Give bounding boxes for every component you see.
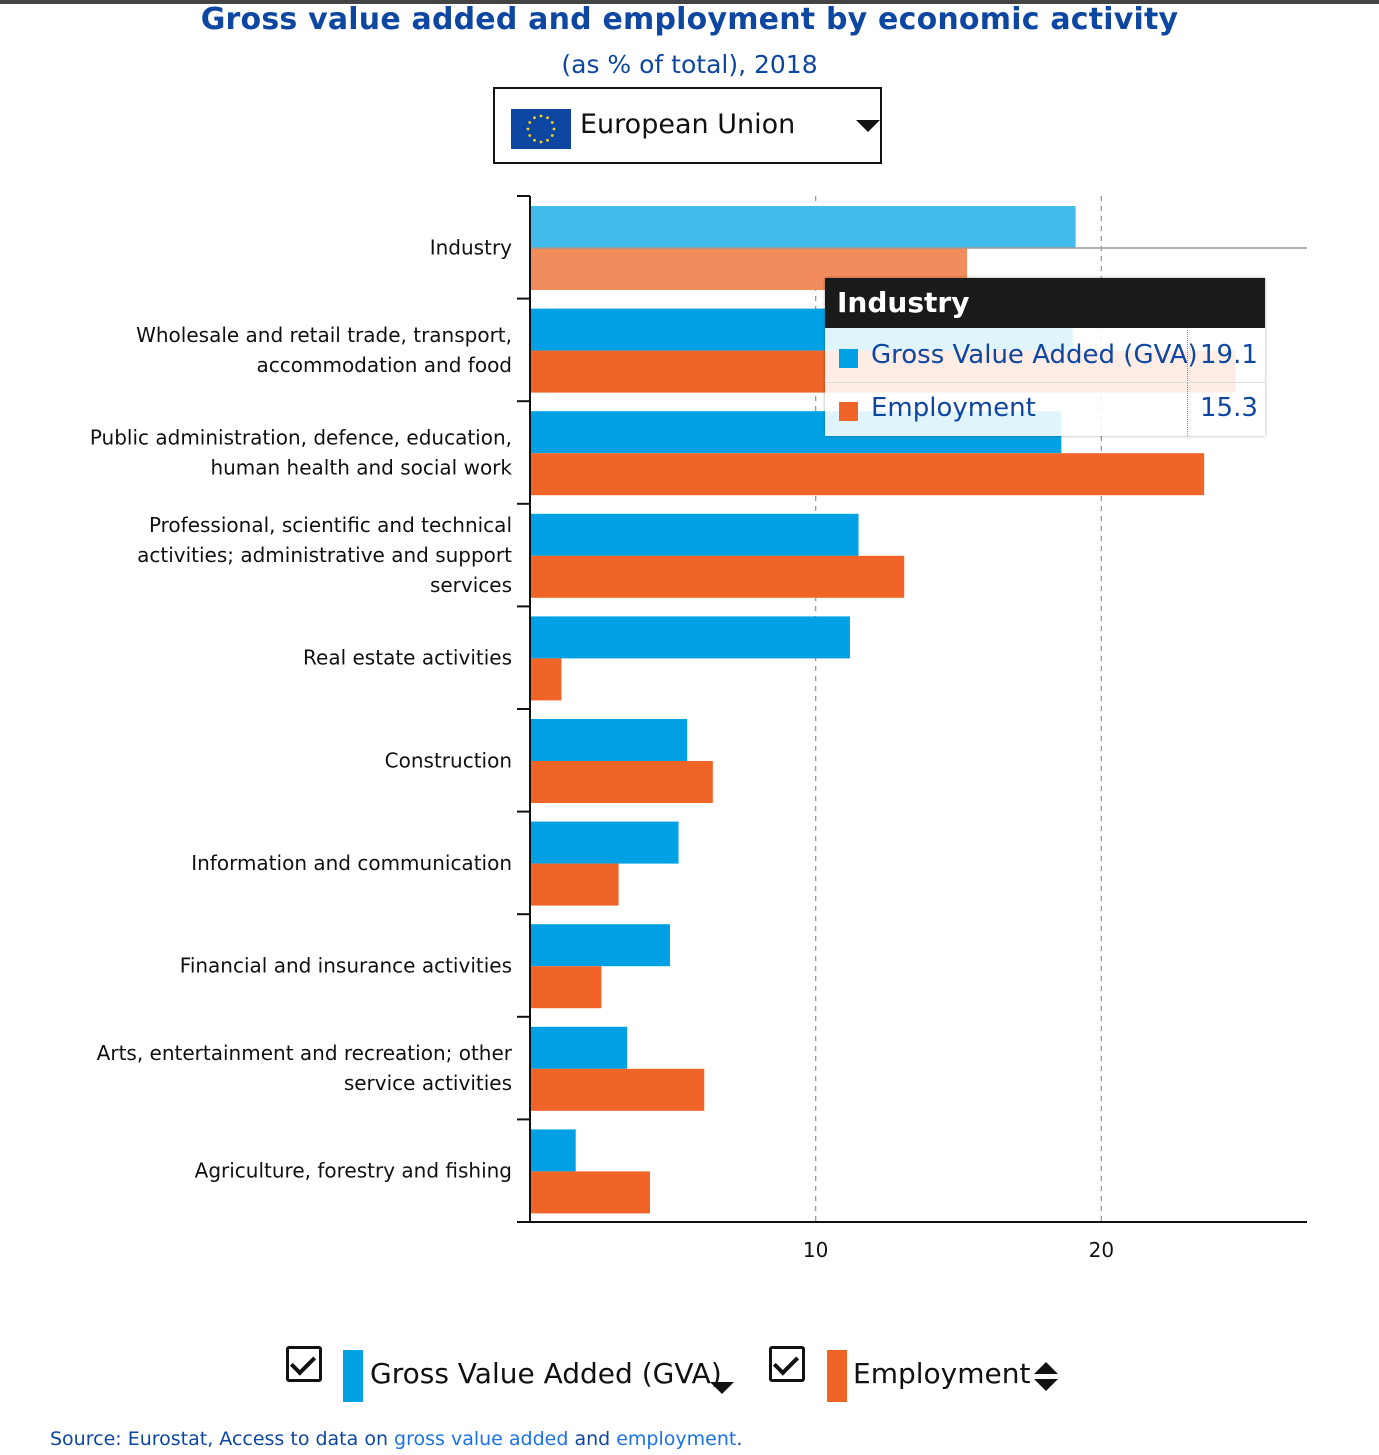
- bar-employment[interactable]: [530, 761, 713, 803]
- flag-star: [552, 127, 556, 131]
- flag-star: [528, 121, 532, 124]
- bar-gva[interactable]: [530, 924, 670, 967]
- bar-employment[interactable]: [530, 966, 602, 1009]
- category-label: Construction: [385, 748, 512, 772]
- bar-gva[interactable]: [530, 719, 688, 761]
- category-label: activities; administrative and support: [137, 543, 512, 567]
- bar-employment[interactable]: [530, 658, 562, 701]
- bar-gva[interactable]: [530, 821, 679, 864]
- chart-title: Gross value added and employment by econ…: [200, 2, 1179, 37]
- bar-employment[interactable]: [530, 453, 1205, 496]
- category-label: Information and communication: [191, 851, 512, 875]
- source-prefix: Source: Eurostat, Access to data on: [50, 1428, 395, 1450]
- source-suffix: .: [736, 1428, 743, 1450]
- source-middle: and: [568, 1428, 617, 1450]
- country-selector-label: European Union: [580, 109, 796, 140]
- category-label: Financial and insurance activities: [180, 954, 512, 978]
- bar-employment[interactable]: [530, 555, 905, 598]
- legend-checkbox-gva[interactable]: [286, 1346, 322, 1382]
- category-label: Public administration, defence, educatio…: [90, 426, 512, 450]
- category-label: Professional, scientific and technical: [149, 513, 512, 537]
- category-label: accommodation and food: [257, 353, 513, 377]
- tooltip-swatch-gva: [839, 349, 858, 368]
- flag-star: [550, 121, 554, 124]
- legend-item-gva[interactable]: Gross Value Added (GVA): [286, 1340, 746, 1410]
- flag-star: [533, 138, 536, 142]
- flag-star: [528, 134, 532, 137]
- chart-legend: Gross Value Added (GVA) Employment: [0, 1340, 1379, 1410]
- category-label: Industry: [430, 235, 512, 259]
- flag-star: [546, 138, 549, 142]
- bar-gva[interactable]: [530, 1129, 576, 1172]
- legend-label-employment: Employment: [853, 1357, 1031, 1390]
- bar-gva[interactable]: [530, 1026, 628, 1069]
- x-tick-label: 20: [1089, 1238, 1114, 1262]
- category-label: Agriculture, forestry and fishing: [195, 1159, 512, 1183]
- bar-employment[interactable]: [530, 1068, 705, 1111]
- country-selector[interactable]: European Union: [493, 87, 882, 164]
- legend-item-employment[interactable]: Employment: [769, 1340, 1069, 1410]
- sort-ascending-icon[interactable]: [1034, 1362, 1058, 1374]
- bar-gva[interactable]: [530, 513, 859, 556]
- tooltip-swatch-employment: [839, 402, 858, 421]
- category-label: service activities: [344, 1071, 512, 1095]
- bar-employment[interactable]: [530, 1171, 650, 1214]
- flag-star: [533, 116, 536, 120]
- flag-star: [526, 127, 530, 131]
- flag-star: [546, 116, 549, 120]
- checkmark-icon: [289, 1349, 317, 1376]
- tooltip-value: 19.1: [1187, 330, 1265, 383]
- legend-checkbox-employment[interactable]: [769, 1346, 805, 1382]
- tooltip-title: Industry: [837, 286, 970, 319]
- category-label: Real estate activities: [303, 646, 512, 670]
- legend-swatch-employment: [827, 1350, 847, 1402]
- sort-descending-icon[interactable]: [1034, 1379, 1058, 1391]
- tooltip-header: Industry: [825, 278, 1265, 328]
- category-label: human health and social work: [210, 456, 512, 480]
- bar-gva[interactable]: [530, 206, 1076, 248]
- flag-star: [550, 134, 554, 137]
- gva-data-link[interactable]: gross value added: [394, 1428, 569, 1450]
- bar-gva[interactable]: [530, 616, 850, 659]
- sort-descending-icon[interactable]: [710, 1382, 734, 1394]
- employment-data-link[interactable]: employment: [616, 1428, 737, 1450]
- checkmark-icon: [772, 1349, 800, 1376]
- legend-label-gva: Gross Value Added (GVA): [370, 1357, 722, 1390]
- tooltip-row-gva: Gross Value Added (GVA) 19.1: [825, 330, 1265, 383]
- category-label: Wholesale and retail trade, transport,: [136, 323, 512, 347]
- x-tick-label: 10: [803, 1238, 828, 1262]
- legend-swatch-gva: [343, 1350, 363, 1402]
- tooltip-row-employment: Employment 15.3: [825, 383, 1265, 436]
- bar-employment[interactable]: [530, 863, 619, 906]
- eu-flag-icon: [511, 109, 571, 149]
- top-rule: [0, 0, 1379, 4]
- flag-star: [539, 114, 543, 118]
- tooltip-value: 15.3: [1187, 383, 1265, 436]
- tooltip-series-name: Employment: [871, 393, 1036, 423]
- tooltip-series-name: Gross Value Added (GVA): [871, 340, 1198, 370]
- flag-star: [539, 140, 543, 144]
- chart-subtitle: (as % of total), 2018: [561, 50, 818, 79]
- tooltip-separator: [825, 382, 1265, 383]
- chart-tooltip: Industry Gross Value Added (GVA) 19.1 Em…: [825, 278, 1265, 436]
- category-label: Arts, entertainment and recreation; othe…: [97, 1041, 513, 1065]
- chevron-down-icon: [856, 120, 880, 132]
- category-label: services: [430, 573, 512, 597]
- source-note: Source: Eurostat, Access to data on gros…: [50, 1428, 742, 1450]
